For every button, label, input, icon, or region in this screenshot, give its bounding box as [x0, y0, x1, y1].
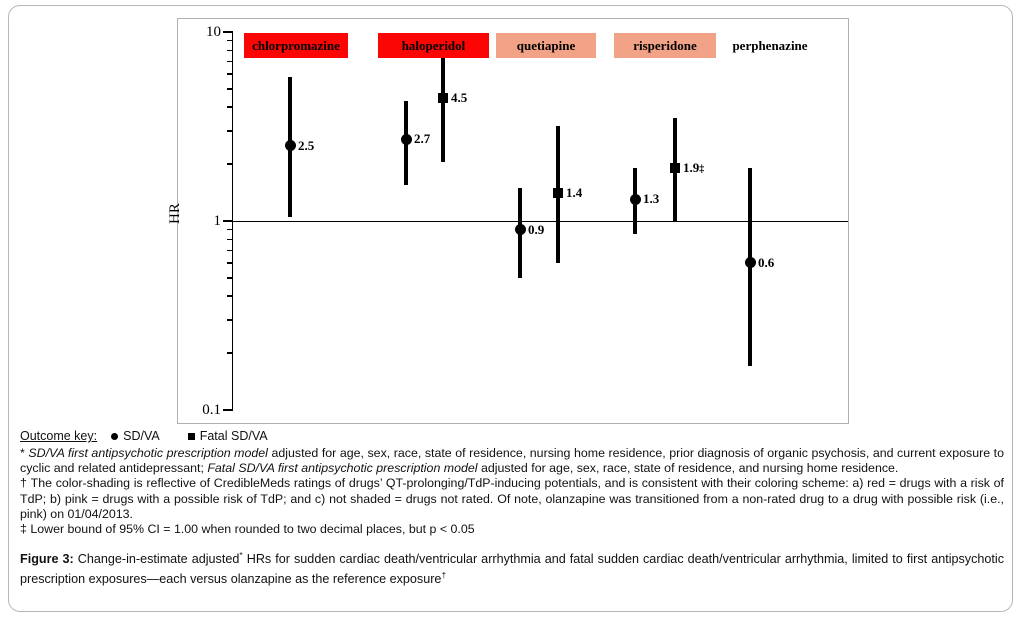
hr-value-label-chlorpromazine: 2.5: [298, 137, 315, 153]
marker-circle-haloperidol: [400, 133, 412, 145]
figure-caption: Figure 3: Change-in-estimate adjusted* H…: [20, 548, 1004, 587]
footnote-star-text-2: adjusted for age, sex, race, state of re…: [477, 461, 899, 476]
y-axis-minor-tick: [226, 249, 233, 252]
y-axis-minor-tick: [226, 163, 233, 165]
y-axis-minor-tick: [226, 295, 233, 297]
y-axis-minor-tick: [226, 73, 233, 75]
y-axis-minor-tick: [226, 238, 233, 241]
outcome-key-item-sdva: SD/VA: [111, 429, 160, 443]
footnote-dagger: † The color-shading is reflective of Cre…: [20, 476, 1004, 521]
figure-caption-number: Figure 3:: [20, 552, 74, 567]
reference-line-hr1: [233, 220, 848, 222]
y-axis-minor-tick: [226, 130, 233, 132]
figure-caption-text-2: HRs for sudden cardiac death/ventricular…: [20, 552, 1004, 586]
hr-value-label-risperidone: 1.9‡: [683, 160, 705, 176]
y-axis-minor-tick: [226, 352, 233, 354]
forest-plot-chart: HR 10 1 0.1 chlorpromazine 2.5 haloperidol 2.7…: [167, 18, 849, 424]
y-axis-minor-tick: [226, 228, 233, 231]
marker-circle-perphenazine: [744, 257, 756, 269]
hr-value-label-perphenazine: 0.6: [758, 254, 775, 270]
outcome-key-item-label: Fatal SD/VA: [199, 429, 268, 443]
drug-label-chlorpromazine: chlorpromazine: [244, 33, 348, 58]
y-axis-tick-label: 0.1: [202, 402, 221, 418]
ci-whisker-haloperidol: [440, 57, 446, 163]
marker-circle-quetiapine: [514, 224, 526, 236]
y-axis-major-tick: [223, 31, 233, 33]
outcome-key-label: Outcome key:: [20, 429, 98, 443]
y-axis-major-tick: [223, 409, 233, 411]
drug-label-quetiapine: quetiapine: [496, 33, 596, 58]
hr-value-label-haloperidol: 4.5: [451, 89, 468, 105]
y-axis-minor-tick: [226, 39, 233, 42]
footnote-star: * SD/VA first antipsychotic prescription…: [20, 446, 1004, 476]
figure-card: HR 10 1 0.1 chlorpromazine 2.5 haloperidol 2.7…: [8, 5, 1013, 612]
y-axis-minor-tick: [226, 319, 233, 321]
outcome-key-item-fatal-sdva: Fatal SD/VA: [174, 429, 268, 443]
y-axis-minor-tick: [226, 49, 233, 52]
y-axis-minor-tick: [226, 60, 233, 63]
hr-value-label-risperidone: 1.3: [643, 191, 660, 207]
figure-text-block: Outcome key: SD/VA Fatal SD/VA * SD/VA f…: [20, 429, 1004, 587]
marker-circle-chlorpromazine: [284, 140, 296, 152]
figure-caption-superscript-1: *: [239, 550, 243, 561]
footnote-star-italic-1: SD/VA first antipsychotic prescription m…: [28, 446, 268, 460]
y-axis-tick-label: 10: [206, 24, 221, 40]
y-axis-minor-tick: [226, 277, 233, 279]
y-axis-minor-tick: [226, 106, 233, 108]
footnote-double-dagger: ‡ Lower bound of 95% CI = 1.00 when roun…: [20, 522, 475, 537]
marker-square-haloperidol: [438, 92, 448, 103]
y-axis-tick-label: 1: [213, 213, 222, 229]
outcome-key: Outcome key: SD/VA Fatal SD/VA: [20, 429, 1004, 443]
footnote-star-italic-2: Fatal SD/VA first antipsychotic prescrip…: [207, 461, 478, 476]
circle-marker-icon: [111, 432, 119, 440]
drug-label-haloperidol: haloperidol: [378, 33, 489, 58]
drug-label-risperidone: risperidone: [614, 33, 716, 58]
marker-circle-risperidone: [629, 193, 641, 205]
significance-flag: ‡: [699, 164, 705, 176]
hr-value-label-quetiapine: 0.9: [528, 221, 545, 237]
figure-caption-text-1: Change-in-estimate adjusted: [73, 552, 240, 567]
marker-square-risperidone: [670, 163, 680, 174]
hr-value-label-haloperidol: 2.7: [414, 131, 431, 147]
y-axis-minor-tick: [226, 262, 233, 264]
hr-value-label-quetiapine: 1.4: [566, 185, 583, 201]
y-axis-major-tick: [223, 220, 233, 222]
square-marker-icon: [187, 432, 195, 440]
drug-label-perphenazine: perphenazine: [732, 37, 808, 53]
marker-square-quetiapine: [553, 188, 563, 199]
figure-caption-superscript-2: †: [441, 569, 447, 580]
footnote-star-text-1: adjusted for age, sex, race, state of re…: [20, 446, 1004, 476]
footnote-star-marker: *: [20, 446, 29, 460]
y-axis-minor-tick: [226, 88, 233, 90]
outcome-key-item-label: SD/VA: [123, 429, 160, 443]
